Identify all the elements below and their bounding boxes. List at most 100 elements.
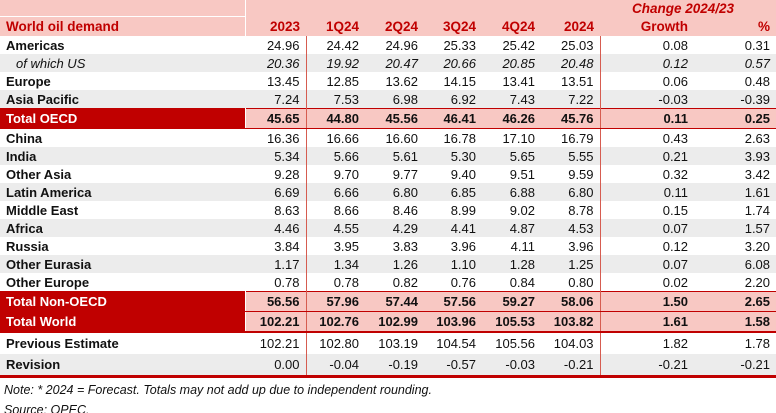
data-cell: 6.92	[424, 90, 482, 109]
data-cell: 9.77	[392, 166, 418, 182]
data-cell: -0.21	[541, 354, 601, 378]
data-cell: 17.10	[502, 130, 535, 146]
data-cell: 1.28	[482, 255, 541, 273]
data-cell: 7.43	[482, 90, 541, 109]
data-cell: 0.82	[392, 274, 418, 290]
data-cell: 57.96	[306, 291, 365, 312]
data-cell: 56.56	[245, 291, 307, 312]
data-cell: 7.24	[245, 90, 307, 109]
data-cell: 4.11	[510, 238, 535, 254]
data-cell: 20.85	[482, 54, 541, 72]
data-cell: 1.25	[541, 255, 601, 273]
data-cell: 25.03	[541, 36, 601, 54]
data-cell: 0.76	[450, 274, 476, 290]
data-cell: 8.66	[333, 202, 359, 218]
data-cell: 20.48	[541, 54, 601, 72]
row-label: China	[6, 130, 43, 146]
header-spacer-cell	[245, 0, 601, 17]
data-cell: 0.31	[744, 37, 771, 53]
change-header-row: Change 2024/23	[0, 0, 776, 17]
table-row-russia: Russia 3.84 3.95 3.83 3.96 4.11 3.96 0.12 3.20	[0, 237, 776, 255]
data-cell: 0.32	[662, 166, 689, 182]
column-header-growth: Growth	[600, 16, 695, 36]
row-label: Middle East	[6, 202, 79, 218]
data-cell: 1.58	[694, 311, 776, 333]
data-cell: 8.46	[392, 202, 418, 218]
data-cell: 24.42	[326, 37, 359, 53]
data-cell: 103.19	[378, 336, 418, 351]
data-cell: 102.80	[319, 336, 359, 351]
data-cell: 4.53	[541, 219, 601, 237]
data-cell: 1.34	[306, 255, 365, 273]
table-row-africa: Africa 4.46 4.55 4.29 4.41 4.87 4.53 0.07 1.57	[0, 219, 776, 237]
data-cell: 103.96	[424, 311, 482, 333]
column-header-2q24: 2Q24	[365, 16, 424, 36]
row-label: Other Europe	[6, 274, 90, 290]
table-row-americas: Americas 24.96 24.42 24.96 25.33 25.42 25.03 0.…	[0, 36, 776, 54]
data-cell: 3.95	[333, 238, 359, 254]
column-header-1q24: 1Q24	[306, 16, 365, 36]
table-row-total-world: Total World 102.21 102.76 102.99 103.96 105.5…	[0, 311, 776, 333]
data-cell: 1.82	[662, 336, 689, 351]
data-cell: 0.11	[600, 108, 695, 129]
table-note: Note: * 2024 = Forecast. Totals may not …	[4, 383, 432, 397]
data-cell: 104.03	[541, 332, 601, 354]
data-cell: 45.56	[365, 108, 424, 129]
data-cell: 20.36	[245, 54, 307, 72]
data-cell: 9.59	[541, 165, 601, 183]
data-cell: 16.66	[326, 130, 359, 146]
row-label: India	[0, 147, 245, 165]
data-cell: 0.00	[245, 354, 307, 378]
data-cell: 2.65	[694, 291, 776, 312]
row-label: Total Non-OECD	[0, 291, 246, 312]
data-cell: 0.12	[662, 238, 689, 254]
data-cell: 46.41	[424, 108, 482, 129]
data-cell: 8.63	[245, 201, 307, 219]
data-cell: 13.62	[385, 73, 418, 89]
row-label: Previous Estimate	[6, 336, 119, 351]
data-cell: 8.99	[450, 202, 476, 218]
world-oil-demand-table: Change 2024/23 World oil demand 2023 1Q24…	[0, 0, 776, 378]
data-cell: 0.08	[662, 37, 689, 53]
data-cell: 5.55	[541, 147, 601, 165]
data-cell: 25.42	[502, 37, 535, 53]
data-cell: 6.85	[424, 183, 482, 201]
data-cell: 104.54	[436, 336, 476, 351]
data-cell: 24.96	[385, 37, 418, 53]
data-cell: 25.33	[443, 37, 476, 53]
column-header-2024: 2024	[541, 16, 601, 36]
table-source: Source: OPEC.	[4, 403, 90, 413]
table-row-previous-estimate: Previous Estimate 102.21 102.80 103.19 104.5…	[0, 332, 776, 354]
table-row-total-oecd: Total OECD 45.65 44.80 45.56 46.41 46.26 45.76…	[0, 108, 776, 129]
data-cell: 9.02	[509, 202, 535, 218]
data-cell: 19.92	[306, 54, 365, 72]
data-cell: 45.76	[541, 108, 601, 129]
header-corner-cell	[0, 0, 246, 17]
data-cell: 16.60	[385, 130, 418, 146]
data-cell: 4.87	[482, 219, 541, 237]
data-cell: 59.27	[482, 291, 541, 312]
data-cell: 0.21	[600, 147, 695, 165]
data-cell: 2.20	[744, 274, 771, 290]
data-cell: 0.11	[600, 183, 695, 201]
data-cell: 13.41	[502, 73, 535, 89]
data-cell: 4.29	[365, 219, 424, 237]
data-cell: -0.57	[424, 354, 482, 378]
data-cell: -0.03	[600, 90, 695, 109]
table-row-revision: Revision 0.00 -0.04 -0.19 -0.57 -0.03 -0.21 -0.…	[0, 354, 776, 378]
data-cell: 6.98	[365, 90, 424, 109]
row-label: Other Asia	[6, 166, 72, 182]
change-header: Change 2024/23	[600, 0, 776, 17]
data-cell: 1.57	[694, 219, 776, 237]
data-cell: 57.56	[424, 291, 482, 312]
data-cell: 16.36	[245, 128, 307, 147]
data-cell: 4.55	[306, 219, 365, 237]
data-cell: -0.39	[694, 90, 776, 109]
data-cell: 0.07	[600, 219, 695, 237]
data-cell: 20.66	[424, 54, 482, 72]
data-cell: 14.15	[443, 73, 476, 89]
data-cell: 7.53	[306, 90, 365, 109]
data-cell: 9.28	[245, 165, 307, 183]
data-cell: -0.04	[306, 354, 365, 378]
